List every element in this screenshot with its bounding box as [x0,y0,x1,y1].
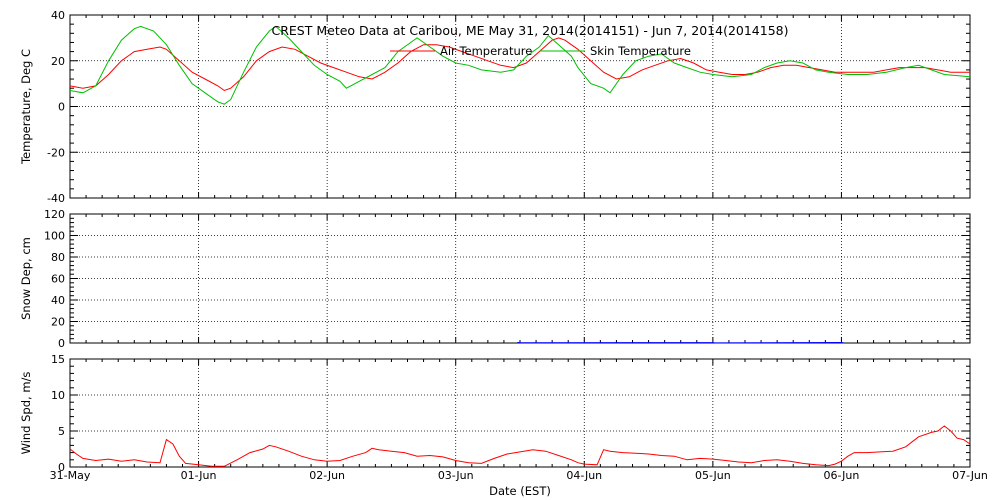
panel-1: 40 20 0 -20 -40 Temperature, Deg C [19,9,971,205]
y-tick-label: 0 [58,461,65,474]
y-axis-label: Wind Spd, m/s [19,372,33,455]
x-tick-label: 03-Jun [438,469,474,482]
y-tick-label: 5 [58,425,65,438]
legend-label: Air Temperature [440,44,532,58]
x-tick-label: 05-Jun [695,469,731,482]
series-line-1-1 [69,37,970,92]
y-axis-label: Temperature, Deg C [19,49,33,165]
x-tick-label: 31-May [50,469,91,482]
x-axis-label: Date (EST) [489,484,551,498]
y-tick-label: -40 [47,192,65,205]
x-tick-label: 04-Jun [566,469,602,482]
x-tick-label: 02-Jun [309,469,345,482]
legend: Air Temperature Skin Temperature [390,44,691,58]
panel-3: 15 10 5 0 Wind Spd, m/s [19,353,971,474]
series-line-1-2 [69,25,971,105]
x-tick-label: 01-Jun [181,469,217,482]
series-line-2-1 [517,341,845,344]
panel-frame [69,358,971,468]
y-tick-label: 80 [51,251,65,264]
y-tick-label: -20 [47,146,65,159]
y-tick-label: 0 [58,337,65,350]
y-tick-label: 20 [51,55,65,68]
panel-2: 120 100 80 60 40 20 0 Snow Dep, cm [19,208,971,350]
y-tick-label: 60 [51,273,65,286]
y-tick-label: 100 [44,230,65,243]
y-tick-label: 120 [44,208,65,221]
x-tick-label: 07-Jun [952,469,988,482]
panel-frame [69,14,971,199]
y-tick-label: 40 [51,294,65,307]
series-line-3-1 [69,425,971,467]
y-tick-label: 15 [51,353,65,366]
series-layer [69,25,971,467]
legend-label: Skin Temperature [590,44,691,58]
chart-title: CREST Meteo Data at Caribou, ME May 31, … [271,23,788,38]
y-tick-label: 20 [51,316,65,329]
x-tick-label: 06-Jun [824,469,860,482]
y-tick-label: 10 [51,389,65,402]
y-tick-label: 40 [51,9,65,22]
y-axis-label: Snow Dep, cm [19,237,33,320]
y-tick-label: 0 [58,101,65,114]
